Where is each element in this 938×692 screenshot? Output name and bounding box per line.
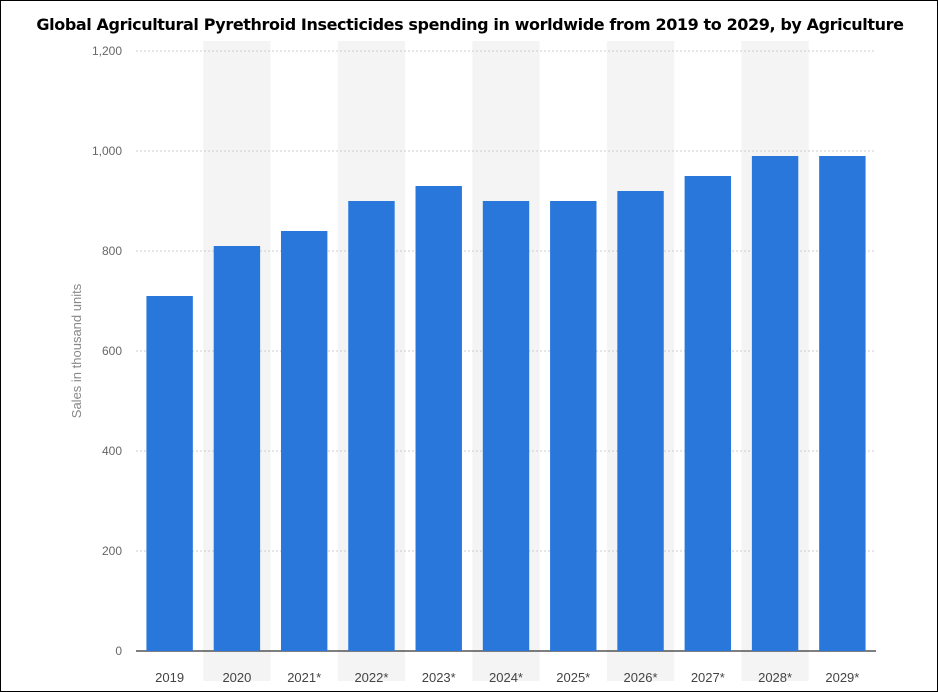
bar: [617, 191, 664, 651]
bar: [819, 156, 866, 651]
y-tick-label: 200: [102, 544, 122, 558]
bar: [146, 296, 193, 651]
y-tick-label: 1,200: [92, 44, 122, 58]
x-tick-label: 2021*: [287, 670, 321, 685]
bar: [550, 201, 597, 651]
y-tick-label: 400: [102, 444, 122, 458]
bar: [213, 246, 261, 651]
y-tick-label: 0: [115, 644, 122, 658]
bar: [280, 231, 328, 651]
x-tick-label: 2025*: [556, 670, 590, 685]
bar: [348, 201, 395, 651]
bar: [415, 186, 462, 651]
y-tick-labels: 0 200 400 600 800 1,000 1,200: [92, 44, 122, 658]
x-tick-label: 2028*: [758, 670, 792, 685]
x-tick-label: 2020: [222, 670, 251, 685]
bars: [146, 156, 866, 651]
x-tick-labels: 2019 2020 2021* 2022* 2023* 2024* 2025* 2026* 20…: [155, 670, 859, 685]
y-axis-title: Sales in thousand units: [69, 283, 84, 418]
x-tick-label: 2029*: [825, 670, 859, 685]
y-tick-label: 1,000: [92, 144, 122, 158]
x-tick-label: 2023*: [422, 670, 456, 685]
bar: [751, 156, 799, 651]
x-tick-label: 2022*: [354, 670, 388, 685]
y-tick-label: 800: [102, 244, 122, 258]
x-tick-label: 2027*: [691, 670, 725, 685]
chart-title: Global Agricultural Pyrethroid Insectici…: [36, 15, 904, 34]
x-tick-label: 2019: [155, 670, 184, 685]
y-tick-label: 600: [102, 344, 122, 358]
bar: [482, 201, 530, 651]
x-tick-label: 2026*: [624, 670, 658, 685]
x-tick-label: 2024*: [489, 670, 523, 685]
bar: [684, 176, 732, 651]
